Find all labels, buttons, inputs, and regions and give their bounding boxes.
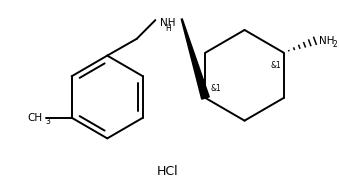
Text: 3: 3 — [45, 117, 50, 126]
Text: HCl: HCl — [156, 165, 178, 178]
Text: &1: &1 — [211, 84, 221, 93]
Text: NH: NH — [160, 18, 176, 28]
Text: &1: &1 — [271, 61, 282, 69]
Text: 2: 2 — [333, 40, 337, 49]
Polygon shape — [181, 19, 209, 99]
Text: CH: CH — [27, 113, 42, 123]
Text: NH: NH — [319, 36, 334, 46]
Text: H: H — [165, 24, 171, 32]
